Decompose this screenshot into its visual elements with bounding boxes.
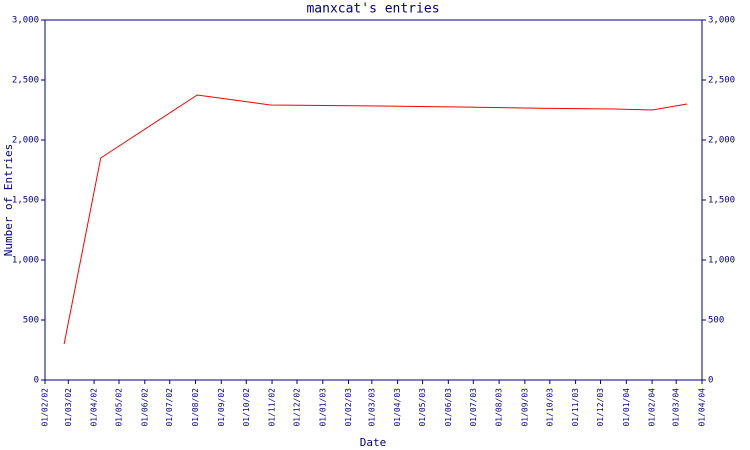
- x-tick-label: 01/12/03: [596, 388, 605, 427]
- x-tick-label: 01/10/02: [242, 388, 251, 427]
- y2-tick-label: 1,500: [708, 196, 735, 206]
- x-tick-label: 01/01/03: [318, 388, 327, 427]
- x-tick-label: 01/02/02: [41, 388, 50, 427]
- x-tick-label: 01/06/03: [444, 388, 453, 427]
- x-tick-label: 01/09/02: [217, 388, 226, 427]
- y2-tick-label: 1,000: [708, 256, 735, 266]
- x-tick-label: 01/03/04: [672, 388, 681, 427]
- x-tick-label: 01/09/03: [520, 388, 529, 427]
- x-tick-label: 01/07/02: [165, 388, 174, 427]
- y-tick-label: 2,500: [12, 76, 39, 86]
- y-tick-label: 3,000: [12, 16, 39, 26]
- x-tick-label: 01/02/04: [648, 388, 657, 427]
- y-tick-label: 0: [34, 376, 39, 386]
- x-tick-label: 01/07/03: [469, 388, 478, 427]
- y2-tick-label: 2,500: [708, 76, 735, 86]
- x-tick-label: 01/04/04: [698, 388, 707, 427]
- x-tick-label: 01/08/02: [191, 388, 200, 427]
- y2-tick-label: 500: [708, 316, 724, 326]
- x-tick-label: 01/11/02: [268, 388, 277, 427]
- x-tick-label: 01/05/03: [418, 388, 427, 427]
- x-tick-label: 01/02/03: [344, 388, 353, 427]
- y2-tick-label: 0: [708, 376, 713, 386]
- x-tick-label: 01/01/04: [622, 388, 631, 427]
- x-tick-label: 01/11/03: [571, 388, 580, 427]
- line-series: [63, 94, 688, 345]
- y-tick-label: 1,000: [12, 256, 39, 266]
- x-tick-label: 01/04/02: [90, 388, 99, 427]
- x-axis-label: Date: [360, 436, 387, 449]
- y-tick-label: 1,500: [12, 196, 39, 206]
- y-axis-label: Number of Entries: [2, 144, 15, 257]
- y2-tick-label: 2,000: [708, 136, 735, 146]
- plot-frame: [44, 19, 703, 381]
- chart-title: manxcat's entries: [306, 2, 439, 17]
- x-tick-label: 01/05/02: [115, 388, 124, 427]
- x-tick-label: 01/06/02: [140, 388, 149, 427]
- y2-tick-label: 3,000: [708, 16, 735, 26]
- x-tick-label: 01/12/02: [292, 388, 301, 427]
- y-tick-label: 500: [23, 316, 39, 326]
- x-tick-label: 01/04/03: [393, 388, 402, 427]
- y-tick-label: 2,000: [12, 136, 39, 146]
- x-tick-label: 01/03/03: [367, 388, 376, 427]
- x-tick-label: 01/03/02: [64, 388, 73, 427]
- x-tick-label: 01/08/03: [495, 388, 504, 427]
- x-tick-label: 01/10/03: [545, 388, 554, 427]
